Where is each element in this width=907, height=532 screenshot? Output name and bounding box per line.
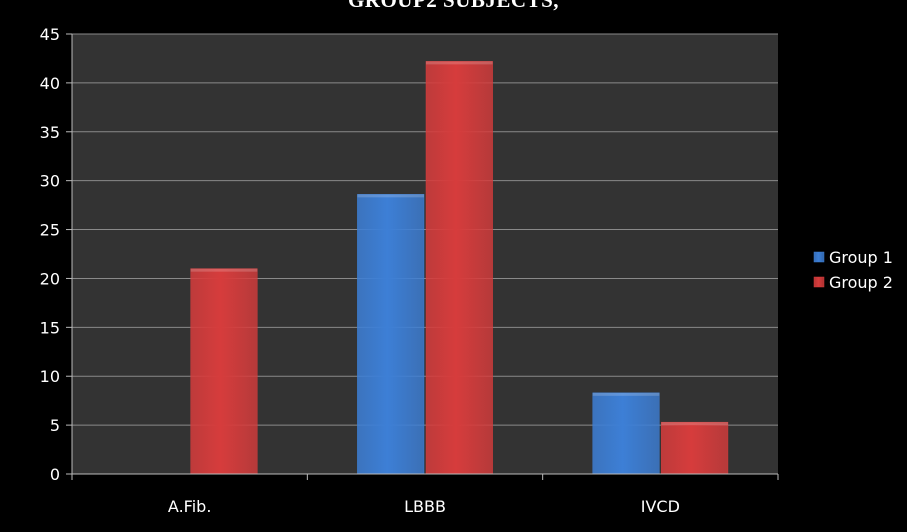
legend-label: Group 2 [829,273,893,292]
bar-group-2-lbbb [425,61,493,475]
x-axis-categories: A.Fib. LBBB IVCD [71,474,779,516]
legend-swatch [813,276,825,288]
y-tick-label: 15 [40,318,60,337]
y-tick-label: 45 [40,25,60,44]
y-tick-label: 20 [40,269,60,288]
y-tick-label: 30 [40,172,60,191]
bar-top-highlight [357,194,424,198]
y-tick-label: 40 [40,74,60,93]
legend-swatch [813,251,825,263]
legend-label: Group 1 [829,248,893,267]
gridlines [72,33,778,426]
bar-group-2-ivcd [661,421,729,475]
bar-top-highlight [592,392,660,396]
bars [190,61,729,475]
axes [71,34,778,475]
y-tick-label: 0 [50,465,60,484]
x-category-label: LBBB [404,497,446,516]
x-category-label: IVCD [641,497,680,516]
plot-area [72,34,778,474]
y-tick-label: 5 [50,416,60,435]
y-axis-ticks: 0 5 10 15 20 25 30 35 40 45 [40,25,72,484]
y-tick-label: 35 [40,123,60,142]
y-tick-label: 10 [40,367,60,386]
bar-top-highlight [426,61,493,65]
x-category-label: A.Fib. [168,497,211,516]
bar-top-highlight [190,268,258,272]
bar-group-1-ivcd [592,392,660,475]
bar-group-2-afib [190,268,258,475]
bar-group-1-lbbb [357,194,425,475]
y-tick-label: 25 [40,221,60,240]
bar-top-highlight [661,422,728,426]
legend: Group 1 Group 2 [813,248,893,292]
chart-title: GROUP2 SUBJECTS, [347,0,560,12]
